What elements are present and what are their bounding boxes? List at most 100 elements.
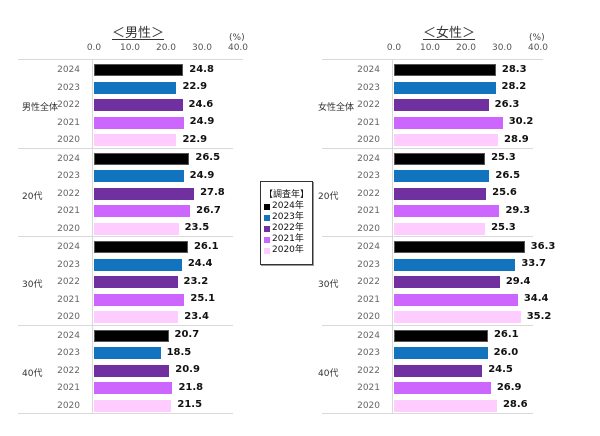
bar	[94, 64, 184, 76]
year-label: 2024	[357, 242, 380, 252]
year-label: 2022	[57, 277, 80, 288]
group-separator	[18, 147, 233, 149]
year-label: 2021	[357, 294, 380, 305]
legend-swatch-icon	[264, 247, 270, 254]
year-label: 2020	[57, 312, 80, 323]
legend-swatch-icon	[264, 214, 270, 221]
year-label: 2024	[57, 153, 80, 164]
year-label: 2023	[57, 171, 80, 182]
group-label: 30代	[22, 280, 43, 291]
x-axis-tick: 20.0	[455, 43, 477, 53]
y-axis-line	[392, 60, 393, 414]
bar-value-label: 26.9	[496, 381, 522, 393]
group-separator	[18, 324, 233, 326]
bar-value-label: 27.8	[200, 187, 225, 199]
legend-swatch-icon	[264, 225, 270, 232]
female-chart-panel: ＜女性＞ (%) 0.0 10.0 20.0 30.0 40.0 女性全体 2024 28.3 20…	[300, 0, 600, 436]
bar	[94, 276, 178, 289]
bar	[94, 116, 184, 129]
legend-swatch-icon	[264, 236, 270, 243]
bar	[94, 99, 183, 112]
legend-label: 2022年	[272, 223, 304, 233]
year-label: 2022	[57, 188, 80, 199]
bar-value-label: 22.9	[182, 81, 208, 93]
bar-value-label: 23.5	[184, 222, 210, 234]
bar-value-label: 29.4	[505, 275, 531, 287]
year-label: 2020	[57, 223, 80, 234]
group-label: 女性全体	[318, 103, 355, 114]
bar	[394, 399, 497, 412]
bar	[394, 222, 486, 235]
bar	[394, 293, 518, 306]
bar	[94, 311, 179, 324]
legend-title: 【調査年】	[264, 190, 310, 200]
bar	[94, 134, 177, 147]
group-separator	[18, 59, 243, 60]
group-separator	[322, 324, 533, 326]
bar-value-label: 21.8	[178, 381, 204, 393]
bar-value-label: 36.3	[530, 240, 556, 252]
year-label: 2023	[357, 171, 380, 182]
group-separator	[18, 413, 233, 414]
bar	[394, 276, 500, 289]
bar	[394, 347, 488, 360]
bar	[394, 81, 496, 94]
bar-value-label: 24.9	[189, 169, 215, 181]
year-label: 2021	[57, 383, 80, 394]
y-axis-line	[92, 60, 93, 414]
bar-value-label: 28.3	[501, 63, 527, 75]
group-label: 男性全体	[22, 103, 59, 114]
year-label: 2020	[357, 312, 380, 323]
year-label: 2020	[357, 135, 380, 146]
bar-value-label: 20.9	[175, 364, 200, 376]
year-label: 2021	[57, 206, 80, 217]
year-label: 2024	[57, 330, 80, 341]
year-label: 2023	[57, 348, 80, 359]
bar-value-label: 25.3	[491, 152, 516, 163]
bar-value-label: 28.6	[502, 399, 528, 411]
bar	[394, 170, 490, 183]
legend-label: 2020年	[272, 245, 304, 255]
group-label: 30代	[318, 280, 339, 291]
legend-item: 2023年	[264, 212, 312, 223]
bar-value-label: 30.2	[508, 116, 534, 128]
x-axis-tick: 10.0	[119, 43, 141, 53]
year-label: 2020	[357, 223, 380, 234]
year-label: 2021	[57, 294, 80, 305]
year-label: 2024	[57, 65, 80, 75]
bar-value-label: 23.2	[183, 275, 209, 287]
bar	[94, 152, 190, 165]
bar-value-label: 26.5	[195, 152, 221, 163]
legend-item: 2020年	[264, 245, 312, 256]
group-separator	[322, 59, 543, 60]
group-separator	[322, 413, 533, 414]
bar-value-label: 29.3	[505, 204, 531, 216]
legend-item: 2022年	[264, 223, 312, 234]
bar	[94, 222, 179, 235]
x-axis-tick: 30.0	[191, 43, 213, 53]
group-label: 20代	[318, 191, 339, 202]
bar-value-label: 26.1	[193, 240, 219, 252]
x-axis-tick: 40.0	[527, 43, 549, 53]
bar-value-label: 34.4	[523, 293, 549, 305]
bar-value-label: 20.7	[174, 329, 200, 340]
bar-value-label: 28.2	[501, 81, 527, 93]
bar-value-label: 24.9	[189, 116, 215, 128]
bar-value-label: 26.7	[196, 204, 221, 216]
legend-item: 2021年	[264, 234, 312, 245]
bar-value-label: 28.9	[504, 133, 529, 145]
bar-value-label: 26.1	[493, 329, 519, 340]
legend-label: 2021年	[272, 234, 304, 244]
group-label: 40代	[318, 368, 339, 379]
x-axis-tick: 20.0	[155, 43, 177, 53]
bar	[394, 311, 521, 324]
bar-value-label: 26.0	[493, 346, 519, 358]
x-axis-tick: 10.0	[419, 43, 441, 53]
bar	[394, 329, 488, 342]
bar	[394, 258, 516, 271]
bar	[94, 364, 170, 377]
year-label: 2023	[357, 82, 380, 93]
bar	[94, 347, 161, 360]
year-label: 2023	[57, 259, 80, 270]
group-label: 40代	[22, 368, 43, 379]
